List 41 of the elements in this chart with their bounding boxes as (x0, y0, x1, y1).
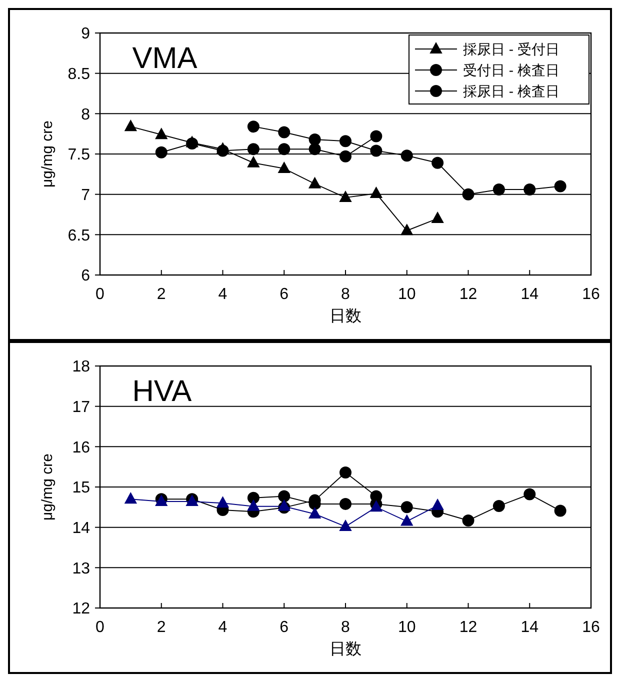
x-tick-label: 14 (520, 286, 539, 303)
y-tick-label: 9 (81, 26, 90, 43)
y-tick-label: 6.5 (68, 227, 90, 244)
y-tick-label: 8.5 (68, 66, 90, 83)
y-tick-label: 12 (72, 600, 90, 618)
y-tick-label: 7.5 (68, 146, 90, 164)
y-tick-label: 13 (72, 560, 90, 578)
x-tick-label: 16 (582, 286, 600, 303)
x-tick-label: 4 (218, 619, 228, 636)
y-tick-label: 14 (72, 520, 90, 537)
x-axis-title: 日数 (330, 308, 362, 325)
y-axis-title: μg/mg cre (39, 454, 56, 520)
x-tick-label: 2 (156, 619, 166, 636)
y-axis-title: μg/mg cre (39, 120, 56, 188)
x-tick-label: 2 (156, 286, 166, 303)
x-tick-label: 0 (96, 286, 105, 303)
x-tick-label: 10 (398, 286, 416, 303)
x-tick-label: 6 (280, 286, 289, 303)
y-tick-label: 6 (81, 268, 90, 285)
x-tick-label: 0 (96, 619, 105, 636)
y-tick-label: 18 (72, 358, 90, 376)
x-tick-label: 16 (582, 619, 600, 636)
legend-label: 受付日 - 検査日 (463, 62, 560, 78)
x-tick-label: 12 (459, 286, 478, 303)
y-tick-label: 17 (72, 398, 90, 416)
x-tick-label: 12 (459, 619, 478, 636)
chart-title: HVA (132, 375, 192, 408)
legend-label: 採尿日 - 受付日 (463, 40, 560, 57)
y-tick-label: 8 (81, 106, 90, 124)
legend-label: 採尿日 - 検査日 (463, 82, 560, 99)
x-tick-label: 8 (341, 619, 350, 636)
x-tick-label: 10 (398, 619, 416, 636)
x-tick-label: 6 (280, 619, 289, 636)
y-tick-label: 15 (72, 480, 90, 497)
x-axis-title: 日数 (330, 641, 362, 658)
x-tick-label: 8 (341, 286, 350, 303)
x-tick-label: 14 (520, 619, 539, 636)
y-tick-label: 16 (72, 439, 90, 456)
chart-title: VMA (132, 42, 198, 75)
y-tick-label: 7 (81, 186, 90, 204)
x-tick-label: 4 (218, 286, 228, 303)
